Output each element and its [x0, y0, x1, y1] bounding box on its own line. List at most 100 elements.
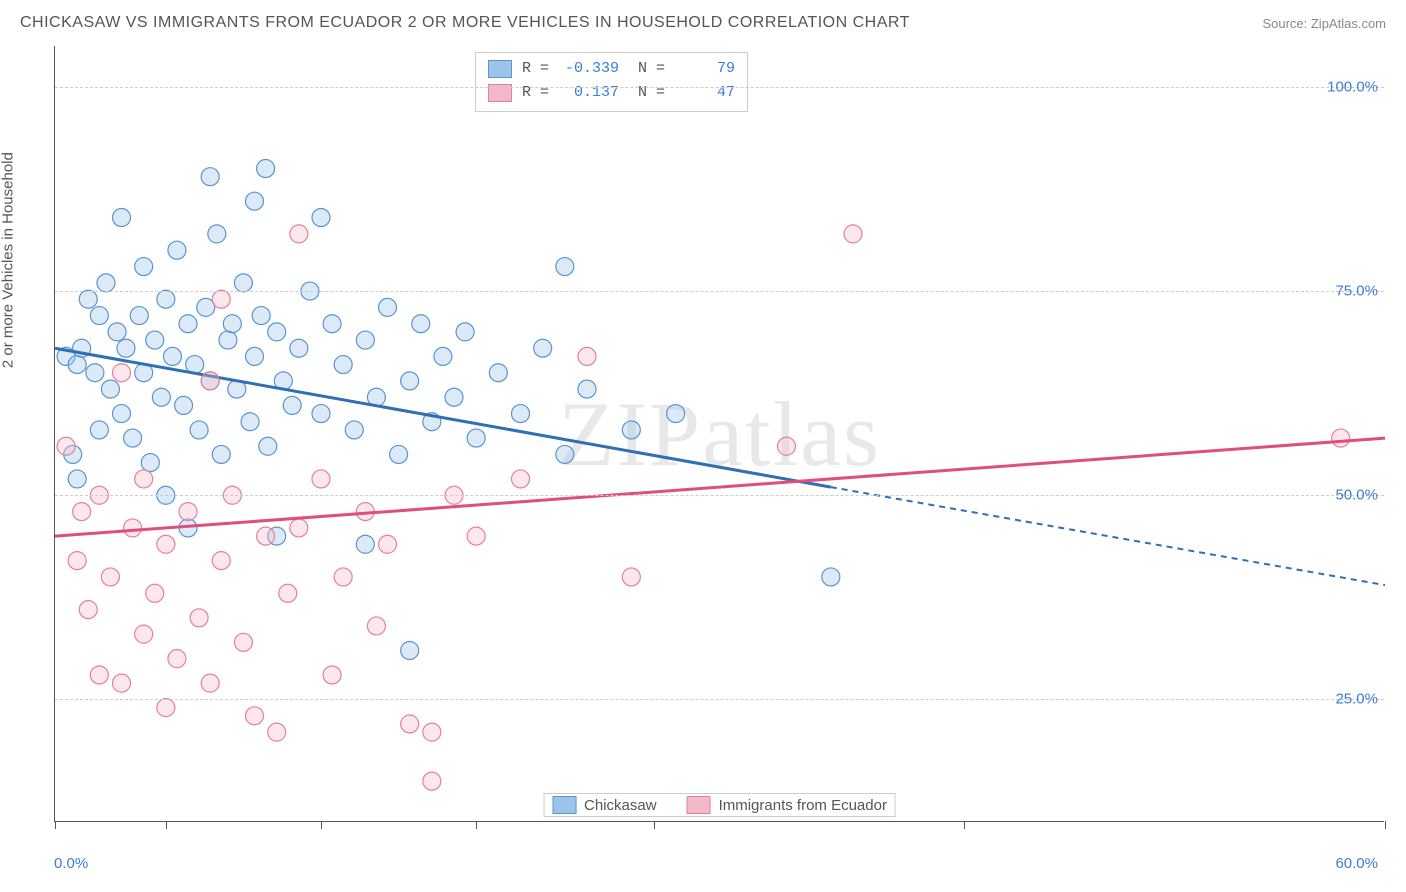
- data-point: [168, 241, 186, 259]
- data-point: [68, 356, 86, 374]
- stat-r-label: R =: [522, 81, 549, 105]
- data-point: [90, 307, 108, 325]
- data-point: [157, 290, 175, 308]
- data-point: [578, 380, 596, 398]
- data-point: [108, 323, 126, 341]
- gridline: [55, 495, 1384, 496]
- x-tick: [166, 821, 167, 829]
- data-point: [179, 315, 197, 333]
- data-point: [212, 290, 230, 308]
- data-point: [512, 405, 530, 423]
- data-point: [356, 535, 374, 553]
- correlation-stats-box: R = -0.339 N = 79 R = 0.137 N = 47: [475, 52, 748, 112]
- gridline: [55, 291, 1384, 292]
- data-point: [57, 437, 75, 455]
- legend-label-chickasaw: Chickasaw: [584, 797, 657, 814]
- y-tick-label: 100.0%: [1327, 78, 1378, 95]
- data-point: [434, 347, 452, 365]
- data-point: [290, 339, 308, 357]
- data-point: [146, 331, 164, 349]
- data-point: [259, 437, 277, 455]
- data-point: [290, 225, 308, 243]
- data-point: [124, 519, 142, 537]
- data-point: [163, 347, 181, 365]
- stat-n-value-chickasaw: 79: [675, 57, 735, 81]
- data-point: [223, 315, 241, 333]
- data-point: [323, 315, 341, 333]
- legend-label-ecuador: Immigrants from Ecuador: [719, 797, 887, 814]
- data-point: [246, 707, 264, 725]
- trend-line: [55, 348, 831, 487]
- data-point: [312, 470, 330, 488]
- stat-n-value-ecuador: 47: [675, 81, 735, 105]
- legend-swatch-chickasaw: [552, 796, 576, 814]
- data-point: [257, 160, 275, 178]
- data-point: [556, 258, 574, 276]
- data-point: [667, 405, 685, 423]
- data-point: [279, 584, 297, 602]
- stats-row-chickasaw: R = -0.339 N = 79: [488, 57, 735, 81]
- data-point: [379, 298, 397, 316]
- data-point: [146, 584, 164, 602]
- x-axis-min-label: 0.0%: [54, 855, 88, 872]
- data-point: [101, 380, 119, 398]
- swatch-chickasaw: [488, 60, 512, 78]
- data-point: [334, 568, 352, 586]
- data-point: [622, 568, 640, 586]
- data-point: [117, 339, 135, 357]
- y-tick-label: 25.0%: [1335, 691, 1378, 708]
- data-point: [135, 625, 153, 643]
- stat-r-label: R =: [522, 57, 549, 81]
- source-attribution: Source: ZipAtlas.com: [1262, 16, 1386, 31]
- data-point: [168, 650, 186, 668]
- data-point: [334, 356, 352, 374]
- data-point: [401, 372, 419, 390]
- data-point: [412, 315, 430, 333]
- data-point: [234, 274, 252, 292]
- data-point: [113, 364, 131, 382]
- data-point: [241, 413, 259, 431]
- data-point: [113, 674, 131, 692]
- data-point: [822, 568, 840, 586]
- data-point: [467, 429, 485, 447]
- data-point: [844, 225, 862, 243]
- data-point: [141, 454, 159, 472]
- data-point: [68, 470, 86, 488]
- data-point: [556, 445, 574, 463]
- data-point: [219, 331, 237, 349]
- data-point: [246, 192, 264, 210]
- legend-swatch-ecuador: [687, 796, 711, 814]
- data-point: [157, 535, 175, 553]
- y-axis-label: 2 or more Vehicles in Household: [0, 152, 17, 368]
- data-point: [268, 323, 286, 341]
- x-tick: [964, 821, 965, 829]
- data-point: [124, 429, 142, 447]
- data-point: [423, 723, 441, 741]
- plot-area: ZIPatlas R = -0.339 N = 79 R = 0.137 N =…: [54, 46, 1384, 822]
- data-point: [113, 209, 131, 227]
- data-point: [190, 421, 208, 439]
- data-point: [1332, 429, 1350, 447]
- data-point: [283, 396, 301, 414]
- x-tick: [654, 821, 655, 829]
- data-point: [401, 641, 419, 659]
- data-point: [97, 274, 115, 292]
- stat-r-value-ecuador: 0.137: [559, 81, 619, 105]
- data-point: [208, 225, 226, 243]
- data-point: [90, 421, 108, 439]
- legend-item-ecuador: Immigrants from Ecuador: [687, 796, 887, 814]
- data-point: [445, 388, 463, 406]
- data-point: [390, 445, 408, 463]
- data-point: [73, 503, 91, 521]
- data-point: [512, 470, 530, 488]
- stat-r-value-chickasaw: -0.339: [559, 57, 619, 81]
- data-point: [157, 699, 175, 717]
- data-point: [578, 347, 596, 365]
- data-point: [201, 674, 219, 692]
- data-point: [79, 290, 97, 308]
- x-tick: [55, 821, 56, 829]
- data-point: [312, 405, 330, 423]
- data-point: [345, 421, 363, 439]
- stat-n-label: N =: [629, 57, 665, 81]
- data-point: [190, 609, 208, 627]
